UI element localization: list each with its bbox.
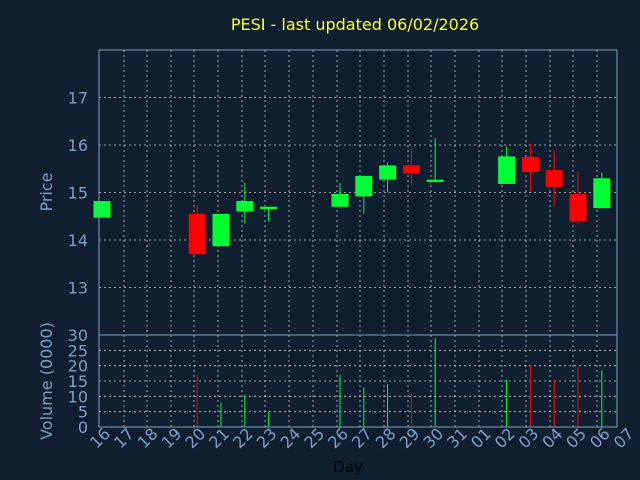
volume-tick-label: 0 (78, 418, 88, 437)
candle-body (188, 213, 206, 255)
candle-body (93, 201, 111, 218)
x-tick-label: 07 (610, 424, 638, 452)
candle-body (260, 206, 278, 210)
candles (93, 137, 611, 255)
volume-grid (99, 335, 617, 427)
panel-frames (98, 49, 618, 428)
candle-body (498, 156, 516, 184)
volume-axis-label: Volume (0000) (37, 322, 56, 440)
price-axis-label: Price (37, 172, 56, 211)
price-tick-label: 15 (68, 184, 88, 203)
volume-panel-frame (98, 334, 618, 428)
volume-tick-label: 30 (68, 326, 88, 345)
price-tick-label: 16 (68, 136, 88, 155)
candle-body (569, 193, 587, 221)
x-ticks: 1617181920212223242526272829303101020304… (86, 424, 637, 452)
volume-tick-label: 20 (68, 357, 88, 376)
volume-bars (196, 338, 603, 427)
candle-body (236, 201, 254, 212)
candle-body (402, 165, 420, 174)
candle-body (426, 179, 444, 183)
candle-body (331, 193, 349, 207)
price-tick-label: 14 (68, 231, 88, 250)
candle-body (521, 156, 539, 173)
volume-tick-label: 5 (78, 403, 88, 422)
candle-body (355, 175, 373, 197)
candle-body (379, 165, 397, 180)
candle-body (212, 213, 230, 247)
candle-body (593, 178, 611, 209)
price-tick-label: 17 (68, 89, 88, 108)
volume-tick-label: 25 (68, 341, 88, 360)
chart-title: PESI - last updated 06/02/2026 (231, 15, 479, 34)
volume-tick-label: 15 (68, 372, 88, 391)
price-y-ticks: 13 14 15 16 17 (68, 89, 88, 298)
candle-body (545, 170, 563, 187)
x-axis-label: Day (333, 458, 363, 476)
volume-tick-label: 10 (68, 387, 88, 406)
price-tick-label: 13 (68, 279, 88, 298)
